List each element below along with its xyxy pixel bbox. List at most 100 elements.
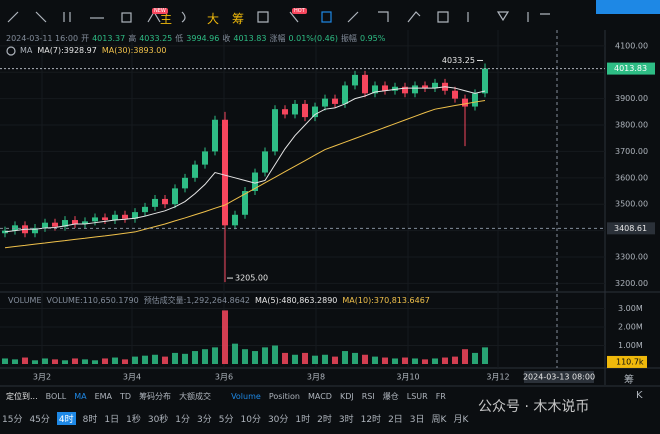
timeframe-tab[interactable]: 30秒 bbox=[147, 415, 169, 425]
info-item: 4033.25 bbox=[139, 34, 173, 43]
info-item: 2024-03-11 16:00 bbox=[6, 34, 79, 43]
volume-bar bbox=[472, 352, 478, 364]
info-item: 0.95% bbox=[359, 34, 386, 43]
info-item: 收 bbox=[222, 34, 231, 43]
indicator-tab[interactable]: Position bbox=[268, 392, 300, 401]
info-item: 4013.83 bbox=[233, 34, 267, 43]
indicator-tab[interactable]: 定位到... bbox=[6, 392, 38, 401]
indicator-tab[interactable]: 筹码分布 bbox=[139, 392, 172, 401]
indicator-tab[interactable]: TD bbox=[120, 392, 132, 401]
toolbar-label[interactable]: 大 bbox=[207, 12, 220, 26]
y-tick-label: 3500.00 bbox=[615, 200, 648, 209]
timeframe-tab[interactable]: 15分 bbox=[2, 415, 23, 425]
volume-legend: MA(10):370,813.6467 bbox=[342, 296, 430, 305]
candle-body bbox=[222, 119, 228, 226]
candle-body bbox=[372, 85, 378, 94]
timeframe-tab[interactable]: 月K bbox=[453, 415, 469, 425]
candle-body bbox=[392, 86, 398, 91]
timeframe-tab[interactable]: 5分 bbox=[218, 415, 234, 425]
x-tick-label: 3月6 bbox=[215, 373, 233, 382]
volume-bar bbox=[132, 356, 138, 364]
indicator-tab[interactable]: MACD bbox=[307, 392, 332, 401]
timeframe-tab[interactable]: 周K bbox=[431, 415, 447, 425]
info-item: 高 bbox=[128, 34, 137, 43]
indicator-tab[interactable]: MA bbox=[74, 392, 87, 401]
candle-body bbox=[412, 85, 418, 94]
volume-bar bbox=[302, 352, 308, 364]
indicator-tab[interactable]: Volume bbox=[231, 392, 261, 401]
indicator-tab[interactable]: KDJ bbox=[339, 392, 354, 401]
side-button[interactable]: 筹 bbox=[624, 375, 634, 386]
x-tick-label: 3月10 bbox=[396, 373, 419, 382]
candle-body bbox=[342, 85, 348, 104]
timeframe-tab[interactable]: 3日 bbox=[409, 415, 425, 425]
x-tick-label: 3月8 bbox=[307, 373, 325, 382]
volume-bar bbox=[372, 356, 378, 364]
timeframe-tab[interactable]: 10分 bbox=[240, 415, 261, 425]
badge: NEW bbox=[152, 8, 168, 14]
candle-body bbox=[72, 220, 78, 225]
indicator-tab[interactable]: 爆仓 bbox=[382, 392, 399, 401]
icon[interactable] bbox=[121, 12, 132, 23]
indicator-tab[interactable]: LSUR bbox=[406, 392, 428, 401]
volume-bar bbox=[282, 352, 288, 364]
candle-body bbox=[62, 220, 68, 227]
volume-bar bbox=[382, 357, 388, 364]
y-tick-label: 3300.00 bbox=[615, 253, 648, 262]
indicator-tab[interactable]: FR bbox=[435, 392, 446, 401]
toolbar-label[interactable]: 筹 bbox=[232, 12, 245, 26]
icon[interactable] bbox=[6, 46, 16, 56]
info-item: 4013.37 bbox=[92, 34, 126, 43]
watermark: 公众号 · 木木说币 bbox=[478, 399, 590, 415]
timeframe-tab[interactable]: 3分 bbox=[197, 415, 212, 425]
indicator-tab[interactable]: BOLL bbox=[45, 392, 67, 401]
timeframe-tab[interactable]: 12时 bbox=[360, 415, 382, 425]
side-button[interactable]: K bbox=[636, 390, 643, 401]
candle-body bbox=[42, 222, 48, 228]
timeframe-tab[interactable]: 4时 bbox=[56, 412, 76, 425]
timeframe-tab[interactable]: 1秒 bbox=[126, 415, 141, 425]
y-tick-label: 4100.00 bbox=[615, 41, 648, 50]
indicator-tab[interactable]: 大额成交 bbox=[179, 392, 212, 401]
volume-badge: 110.7k bbox=[616, 357, 644, 366]
icon[interactable] bbox=[7, 11, 71, 23]
timeframe-tab[interactable]: 2日 bbox=[388, 415, 403, 425]
candle-body bbox=[152, 198, 158, 207]
volume-bar bbox=[172, 352, 178, 364]
volume-bar bbox=[202, 349, 208, 364]
candle-body bbox=[262, 151, 268, 173]
volume-bar bbox=[112, 357, 118, 364]
crosshair-date: 2024-03-13 08:00 bbox=[523, 373, 595, 382]
indicator-tab[interactable]: RSI bbox=[361, 392, 375, 401]
candle-body bbox=[172, 188, 178, 205]
x-tick-label: 3月12 bbox=[486, 373, 509, 382]
ohlc-info: 2024-03-11 16:00 开 4013.37 高 4033.25 低 3994.96… bbox=[6, 33, 385, 44]
timeframe-tab[interactable]: 3时 bbox=[338, 415, 354, 425]
volume-bar bbox=[332, 356, 338, 364]
timeframe-tab[interactable]: 30分 bbox=[267, 415, 289, 425]
volume-bar bbox=[262, 347, 268, 364]
volume-bar bbox=[422, 359, 428, 364]
volume-bar bbox=[2, 358, 8, 364]
volume-bar bbox=[292, 354, 298, 364]
candle-body bbox=[242, 191, 248, 215]
icon[interactable] bbox=[321, 11, 332, 23]
candle-body bbox=[482, 68, 488, 94]
volume-bar bbox=[402, 357, 408, 364]
candle-body bbox=[362, 74, 368, 94]
timeframe-tab[interactable]: 8时 bbox=[82, 415, 98, 425]
timeframe-tab[interactable]: 1分 bbox=[175, 415, 191, 425]
volume-bar bbox=[82, 359, 88, 364]
timeframe-tab[interactable]: 2时 bbox=[317, 415, 332, 425]
timeframe-tab[interactable]: 1时 bbox=[295, 415, 311, 425]
candle-body bbox=[402, 86, 408, 94]
candle-body bbox=[122, 214, 128, 219]
indicator-tab[interactable]: EMA bbox=[94, 392, 113, 401]
timeframe-tab[interactable]: 45分 bbox=[29, 415, 50, 425]
volume-bar bbox=[42, 358, 48, 364]
toolbar-label[interactable]: 主 bbox=[160, 12, 173, 26]
candle-body bbox=[202, 151, 208, 165]
timeframe-tab[interactable]: 1日 bbox=[104, 415, 120, 425]
last-price: 4013.83 bbox=[614, 64, 647, 73]
